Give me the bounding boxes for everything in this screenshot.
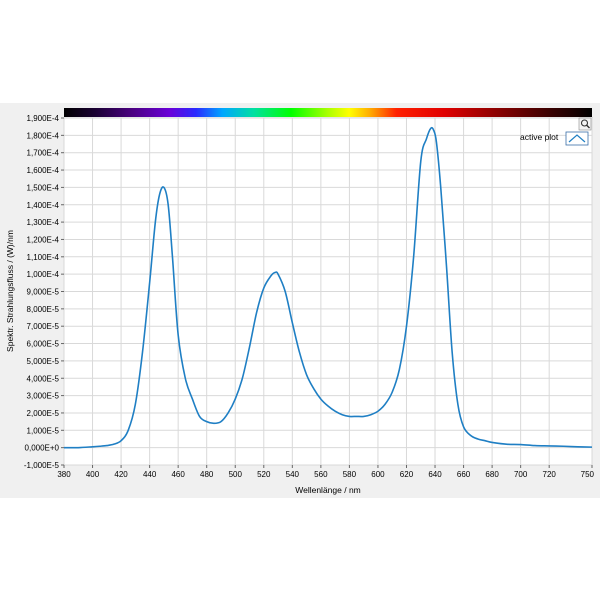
zoom-button[interactable] [578,117,592,131]
y-tick-label: 0,000E+0 [25,444,60,453]
y-tick-label: 1,800E-4 [27,131,60,140]
y-tick-label: 6,000E-5 [27,340,60,349]
y-tick-label: 4,000E-5 [27,374,60,383]
y-tick-label: 3,000E-5 [27,392,60,401]
x-tick-label: 540 [286,470,300,479]
y-tick-label: 1,600E-4 [27,166,60,175]
y-axis-label: Spektr. Strahlungsfluss / (W)/nm [5,230,15,352]
y-tick-label: 1,000E-5 [27,426,60,435]
x-tick-label: 750 [581,470,595,479]
y-tick-label: 5,000E-5 [27,357,60,366]
x-tick-label: 560 [314,470,328,479]
x-tick-label: 500 [229,470,243,479]
x-tick-label: 680 [485,470,499,479]
y-axis-ticks: -1,000E-5 0,000E+0 1,000E-5 2,000E-5 3,000E-… [24,114,64,470]
x-tick-label: 380 [57,470,71,479]
x-tick-label: 460 [171,470,185,479]
x-tick-label: 600 [371,470,385,479]
x-tick-label: 420 [114,470,128,479]
plot-line-icon [568,134,586,143]
y-tick-label: 8,000E-5 [27,305,60,314]
spectrum-window: -1,000E-5 0,000E+0 1,000E-5 2,000E-5 3,000E-… [0,103,600,498]
y-tick-label: 1,700E-4 [27,149,60,158]
y-tick-label: 1,500E-4 [27,183,60,192]
legend-swatch [565,131,589,146]
series-line-active-plot [63,126,593,449]
x-tick-label: 480 [200,470,214,479]
x-tick-label: 400 [86,470,100,479]
y-tick-label: 1,100E-4 [27,253,60,262]
x-axis-label: Wellenlänge / nm [295,485,361,495]
y-tick-label: -1,000E-5 [24,461,60,470]
x-tick-label: 620 [400,470,414,479]
y-tick-label: 1,400E-4 [27,201,60,210]
x-tick-label: 580 [343,470,357,479]
x-tick-label: 640 [428,470,442,479]
y-tick-label: 1,300E-4 [27,218,60,227]
y-tick-label: 9,000E-5 [27,288,60,297]
legend-label: active plot [520,132,559,142]
y-tick-label: 7,000E-5 [27,322,60,331]
grid-lines [63,117,593,466]
y-tick-label: 1,000E-4 [27,270,60,279]
y-tick-label: 2,000E-5 [27,409,60,418]
x-axis-ticks: 380 400 420 440 460 480 500 520 540 560 580 600 620 6… [57,465,595,479]
x-tick-label: 720 [543,470,557,479]
magnifier-icon [580,119,590,129]
x-tick-label: 440 [143,470,157,479]
x-tick-label: 660 [457,470,471,479]
y-tick-label: 1,900E-4 [27,114,60,123]
x-tick-label: 700 [514,470,528,479]
x-tick-label: 520 [257,470,271,479]
y-tick-label: 1,200E-4 [27,235,60,244]
legend: active plot [520,131,589,146]
spectrum-color-bar [64,108,592,117]
spectrum-chart: -1,000E-5 0,000E+0 1,000E-5 2,000E-5 3,000E-… [5,108,595,495]
